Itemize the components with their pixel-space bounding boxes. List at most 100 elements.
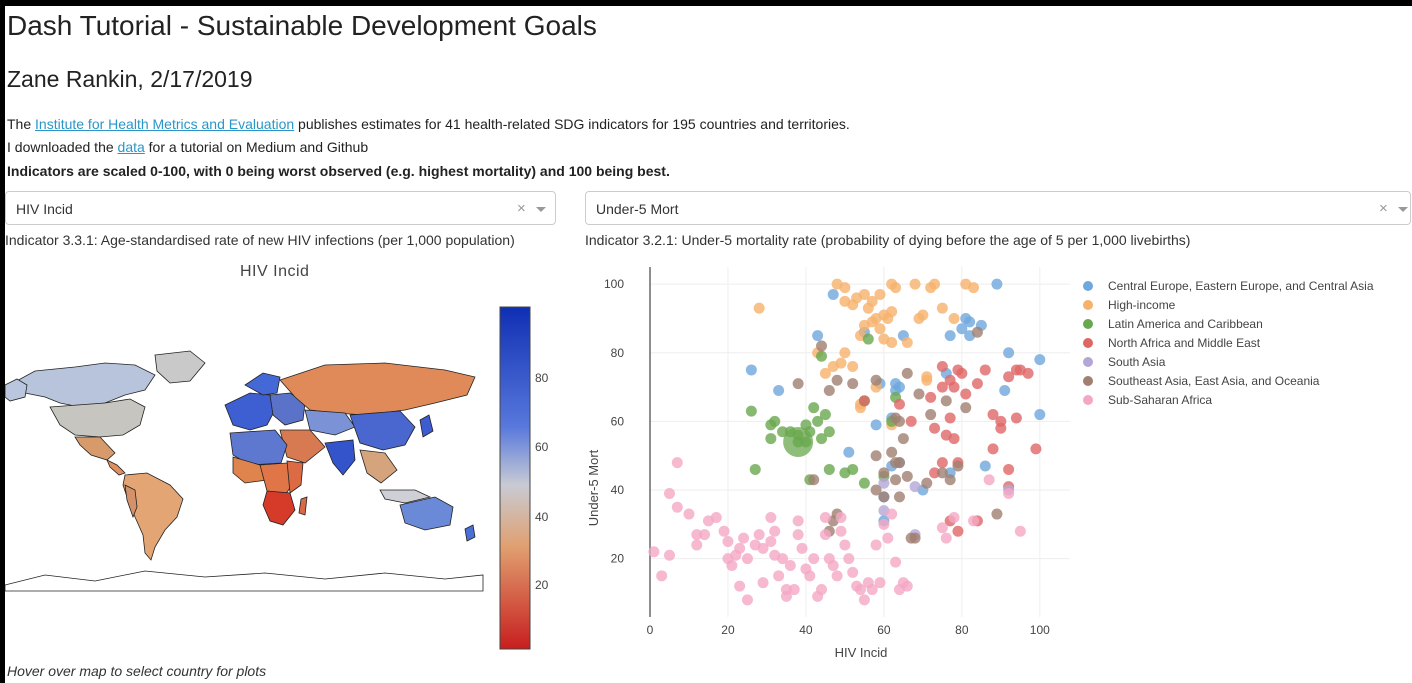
map-region-central-america[interactable] xyxy=(106,459,126,476)
scatter-point[interactable] xyxy=(773,570,785,582)
scatter-point[interactable] xyxy=(808,553,820,565)
scatter-point[interactable] xyxy=(683,508,695,520)
scatter-point[interactable] xyxy=(921,477,933,489)
scatter-point[interactable] xyxy=(777,553,789,565)
scatter-point[interactable] xyxy=(909,532,921,544)
map-region-china[interactable] xyxy=(349,410,416,451)
scatter-point[interactable] xyxy=(862,302,874,314)
scatter-point[interactable] xyxy=(753,302,765,314)
scatter-point[interactable] xyxy=(893,415,905,427)
legend-item[interactable]: Central Europe, Eastern Europe, and Cent… xyxy=(1080,276,1374,295)
scatter-point[interactable] xyxy=(839,539,851,551)
scatter-point[interactable] xyxy=(699,529,711,541)
scatter-point[interactable] xyxy=(823,426,835,438)
scatter-point[interactable] xyxy=(999,385,1011,397)
scatter-point[interactable] xyxy=(788,584,800,596)
scatter-point[interactable] xyxy=(968,515,980,527)
scatter-point[interactable] xyxy=(936,522,948,534)
scatter-point[interactable] xyxy=(745,364,757,376)
scatter-point[interactable] xyxy=(886,446,898,458)
scatter-point[interactable] xyxy=(858,477,870,489)
scatter-point[interactable] xyxy=(971,378,983,390)
scatter-point[interactable] xyxy=(691,529,703,541)
map-region-europe-west[interactable] xyxy=(224,392,276,431)
scatter-point[interactable] xyxy=(956,323,968,335)
scatter-point[interactable] xyxy=(839,347,851,359)
scatter-point[interactable] xyxy=(753,529,765,541)
scatter-point[interactable] xyxy=(847,566,859,578)
scatter-point[interactable] xyxy=(804,570,816,582)
map-region-usa[interactable] xyxy=(49,398,146,438)
scatter-point[interactable] xyxy=(816,350,828,362)
scatter-point[interactable] xyxy=(819,367,831,379)
scatter-point[interactable] xyxy=(1034,409,1046,421)
scatter-point[interactable] xyxy=(870,450,882,462)
scatter-point[interactable] xyxy=(757,542,769,554)
scatter-point[interactable] xyxy=(917,309,929,321)
scatter-point[interactable] xyxy=(710,511,722,523)
map-region-middle-east[interactable] xyxy=(279,429,326,464)
scatter-point[interactable] xyxy=(971,326,983,338)
map-region-south-america[interactable] xyxy=(122,472,184,561)
scatter-point[interactable] xyxy=(929,422,941,434)
scatter-point[interactable] xyxy=(878,477,890,489)
scatter-point[interactable] xyxy=(784,560,796,572)
scatter-point[interactable] xyxy=(691,539,703,551)
scatter-point[interactable] xyxy=(808,402,820,414)
scatter-point[interactable] xyxy=(893,398,905,410)
scatter-point[interactable] xyxy=(823,463,835,475)
scatter-point[interactable] xyxy=(663,487,675,499)
scatter-plot[interactable]: 0 20 40 60 80 100 20 40 60 80 100 HIV Incid Under-… xyxy=(580,262,1070,672)
scatter-point[interactable] xyxy=(936,467,948,479)
map-region-mexico[interactable] xyxy=(74,436,116,461)
scatter-point[interactable] xyxy=(862,333,874,345)
map-region-north-africa[interactable] xyxy=(229,429,288,466)
map-region-scandinavia[interactable] xyxy=(244,372,281,396)
scatter-point[interactable] xyxy=(886,508,898,520)
scatter-point[interactable] xyxy=(878,518,890,530)
scatter-point[interactable] xyxy=(1022,367,1034,379)
scatter-point[interactable] xyxy=(960,388,972,400)
legend-item[interactable]: South Asia xyxy=(1080,352,1374,371)
scatter-point[interactable] xyxy=(948,381,960,393)
highlighted-country-point[interactable] xyxy=(783,427,814,457)
scatter-point[interactable] xyxy=(936,381,948,393)
legend-item[interactable]: North Africa and Middle East xyxy=(1080,333,1374,352)
map-region-southeast-asia[interactable] xyxy=(359,449,398,484)
scatter-point[interactable] xyxy=(874,288,886,300)
scatter-point[interactable] xyxy=(769,525,781,537)
scatter-point[interactable] xyxy=(874,323,886,335)
scatter-point[interactable] xyxy=(901,367,913,379)
scatter-point[interactable] xyxy=(847,361,859,373)
scatter-point[interactable] xyxy=(847,463,859,475)
map-region-indonesia[interactable] xyxy=(379,489,432,504)
indicator-dropdown-right[interactable]: Under-5 Mort × xyxy=(585,191,1411,225)
map-region-europe-east[interactable] xyxy=(269,392,306,426)
map-region-canada[interactable] xyxy=(12,362,156,408)
scatter-point[interactable] xyxy=(827,560,839,572)
scatter-point[interactable] xyxy=(878,491,890,503)
map-region-japan[interactable] xyxy=(419,414,434,438)
scatter-point[interactable] xyxy=(890,556,902,568)
scatter-point[interactable] xyxy=(870,484,882,496)
scatter-point[interactable] xyxy=(827,288,839,300)
scatter-point[interactable] xyxy=(870,539,882,551)
scatter-point[interactable] xyxy=(843,553,855,565)
scatter-point[interactable] xyxy=(792,515,804,527)
indicator-dropdown-left[interactable]: HIV Incid × xyxy=(5,191,556,225)
map-region-west-africa[interactable] xyxy=(232,456,268,484)
scatter-point[interactable] xyxy=(913,388,925,400)
scatter-point[interactable] xyxy=(765,511,777,523)
scatter-point[interactable] xyxy=(648,546,660,558)
scatter-point[interactable] xyxy=(858,594,870,606)
scatter-point[interactable] xyxy=(831,374,843,386)
scatter-point[interactable] xyxy=(765,433,777,445)
scatter-point[interactable] xyxy=(816,584,828,596)
scatter-point[interactable] xyxy=(925,409,937,421)
scatter-point[interactable] xyxy=(964,316,976,328)
scatter-point[interactable] xyxy=(1010,412,1022,424)
scatter-point[interactable] xyxy=(741,594,753,606)
scatter-point[interactable] xyxy=(921,374,933,386)
scatter-point[interactable] xyxy=(816,433,828,445)
scatter-point[interactable] xyxy=(878,467,890,479)
